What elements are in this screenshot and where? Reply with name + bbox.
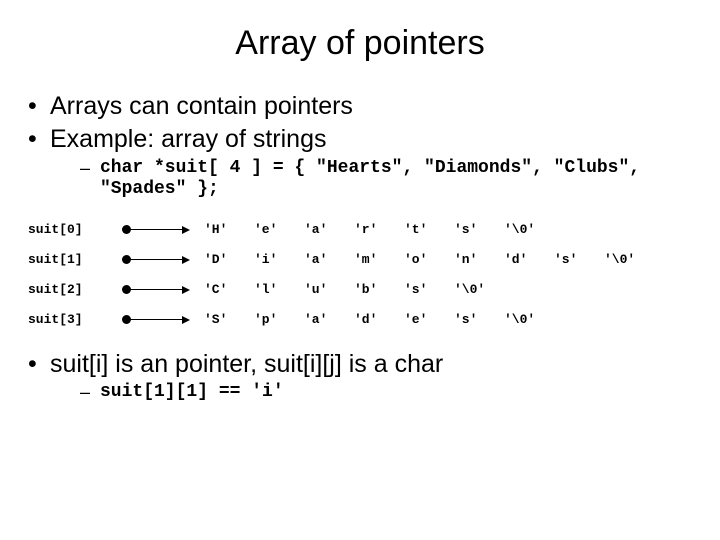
row-label: suit[0] (28, 222, 122, 237)
pointer-line (126, 319, 184, 320)
pointer-arrow (122, 314, 204, 326)
char-cell: 's' (454, 312, 504, 327)
bullet-3: suit[i] is an pointer, suit[i][j] is a c… (28, 349, 720, 380)
pointer-line (126, 229, 184, 230)
char-cell: '\0' (454, 282, 504, 297)
pointer-line (126, 289, 184, 290)
arrowhead-icon (182, 256, 190, 264)
slide-title: Array of pointers (0, 0, 720, 91)
row-label: suit[3] (28, 312, 122, 327)
code-example: suit[1][1] == 'i' (28, 382, 720, 404)
char-cell: 'C' (204, 282, 254, 297)
char-cell: 'u' (304, 282, 354, 297)
char-cell: 'o' (404, 252, 454, 267)
char-cells: 'D''i''a''m''o''n''d''s''\0' (204, 252, 654, 267)
char-cell: 'm' (354, 252, 404, 267)
char-cell: 'S' (204, 312, 254, 327)
char-cells: 'H''e''a''r''t''s''\0' (204, 222, 554, 237)
char-cell: 'd' (354, 312, 404, 327)
char-cell: 'e' (254, 222, 304, 237)
char-cell: 's' (404, 282, 454, 297)
char-cell: 'a' (304, 252, 354, 267)
arrowhead-icon (182, 226, 190, 234)
char-cell: '\0' (504, 222, 554, 237)
bullet-list: Arrays can contain pointers Example: arr… (0, 91, 720, 201)
char-cell: 'd' (504, 252, 554, 267)
char-cell: '\0' (504, 312, 554, 327)
char-cells: 'C''l''u''b''s''\0' (204, 282, 504, 297)
char-cell: 'r' (354, 222, 404, 237)
pointer-arrow (122, 284, 204, 296)
pointer-line (126, 259, 184, 260)
char-cell: 'i' (254, 252, 304, 267)
char-cell: '\0' (604, 252, 654, 267)
char-cell: 'a' (304, 312, 354, 327)
pointer-arrow (122, 254, 204, 266)
char-cell: 'p' (254, 312, 304, 327)
diagram-row: suit[1] 'D''i''a''m''o''n''d''s''\0' (28, 245, 720, 275)
arrowhead-icon (182, 316, 190, 324)
code-declaration: char *suit[ 4 ] = { "Hearts", "Diamonds"… (28, 158, 720, 201)
bullet-list-2: suit[i] is an pointer, suit[i][j] is a c… (0, 349, 720, 404)
char-cell: 's' (554, 252, 604, 267)
char-cell: 'l' (254, 282, 304, 297)
bullet-1: Arrays can contain pointers (28, 91, 720, 122)
diagram-row: suit[2] 'C''l''u''b''s''\0' (28, 275, 720, 305)
bullet-2: Example: array of strings (28, 124, 720, 155)
arrowhead-icon (182, 286, 190, 294)
char-cell: 'b' (354, 282, 404, 297)
char-cell: 't' (404, 222, 454, 237)
char-cell: 'H' (204, 222, 254, 237)
row-label: suit[2] (28, 282, 122, 297)
char-cell: 'e' (404, 312, 454, 327)
diagram-row: suit[3] 'S''p''a''d''e''s''\0' (28, 305, 720, 335)
char-cell: 'D' (204, 252, 254, 267)
char-cell: 'a' (304, 222, 354, 237)
row-label: suit[1] (28, 252, 122, 267)
char-cells: 'S''p''a''d''e''s''\0' (204, 312, 554, 327)
pointer-diagram: suit[0]'H''e''a''r''t''s''\0'suit[1]'D''… (0, 215, 720, 335)
char-cell: 'n' (454, 252, 504, 267)
char-cell: 's' (454, 222, 504, 237)
diagram-row: suit[0] 'H''e''a''r''t''s''\0' (28, 215, 720, 245)
pointer-arrow (122, 224, 204, 236)
